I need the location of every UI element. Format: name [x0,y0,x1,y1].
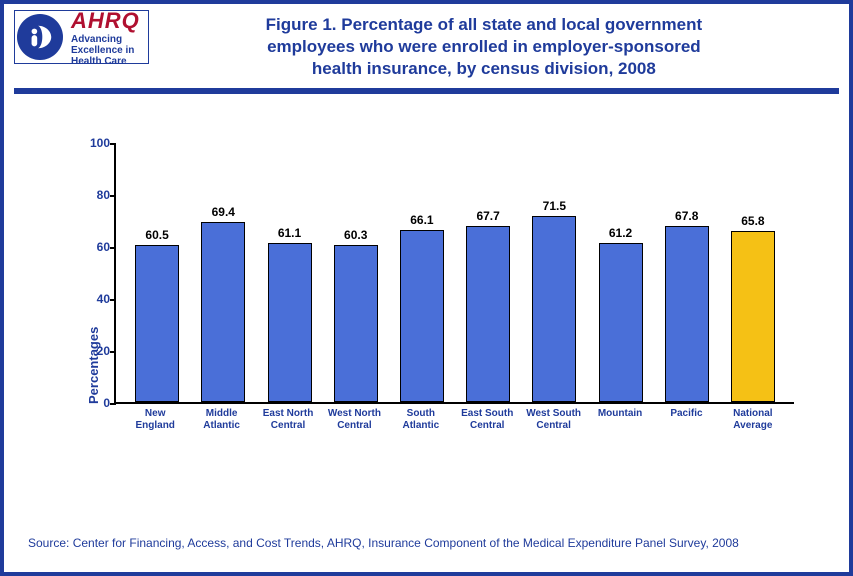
bar-chart: Percentages 60.5 69.4 61.1 60.3 66.1 67.7 71.5… [64,144,804,464]
bar [201,222,245,402]
bar-value-label: 61.1 [278,226,301,240]
figure-title: Figure 1. Percentage of all state and lo… [149,10,839,80]
x-axis-labels: NewEnglandMiddleAtlanticEast NorthCentra… [114,408,794,432]
x-tick-label: Pacific [653,408,719,432]
bar [334,245,378,402]
figure-frame: AHRQ Advancing Excellence in Health Care… [0,0,853,576]
title-line-2: employees who were enrolled in employer-… [159,36,809,58]
bar [135,245,179,402]
x-tick-label: West NorthCentral [321,408,387,432]
bar [268,243,312,402]
bar-value-label: 61.2 [609,226,632,240]
y-tick-mark [110,143,116,145]
ahrq-acronym: AHRQ [71,8,140,34]
y-tick-mark [110,351,116,353]
ahrq-tagline-1: Advancing [71,34,140,45]
bar-value-label: 67.7 [476,209,499,223]
bar-value-label: 60.5 [145,228,168,242]
bar-slot: 65.8 [720,144,786,402]
y-axis-label: Percentages [86,327,101,404]
bar-value-label: 60.3 [344,228,367,242]
x-tick-label: NewEngland [122,408,188,432]
ahrq-tagline-2: Excellence in [71,45,140,56]
bar [466,226,510,402]
bar-slot: 71.5 [521,144,587,402]
bar-value-label: 67.8 [675,209,698,223]
bars-container: 60.5 69.4 61.1 60.3 66.1 67.7 71.5 61.2 67.8 65.8 [116,144,794,402]
bar [532,216,576,402]
y-tick-label: 0 [76,396,110,410]
header: AHRQ Advancing Excellence in Health Care… [4,4,849,82]
y-tick-label: 20 [76,344,110,358]
y-tick-mark [110,403,116,405]
header-divider [14,88,839,94]
title-line-1: Figure 1. Percentage of all state and lo… [159,14,809,36]
bar-value-label: 71.5 [543,199,566,213]
y-tick-label: 100 [76,136,110,150]
title-line-3: health insurance, by census division, 20… [159,58,809,80]
bar [731,231,775,402]
y-tick-label: 80 [76,188,110,202]
y-tick-label: 40 [76,292,110,306]
bar-slot: 60.5 [124,144,190,402]
bar-slot: 60.3 [323,144,389,402]
bar-value-label: 65.8 [741,214,764,228]
y-tick-label: 60 [76,240,110,254]
x-tick-label: MiddleAtlantic [188,408,254,432]
hhs-seal-icon [17,14,63,60]
bar [400,230,444,402]
y-tick-mark [110,247,116,249]
bar-slot: 61.2 [587,144,653,402]
bar-slot: 66.1 [389,144,455,402]
x-tick-label: Mountain [587,408,653,432]
bar-slot: 61.1 [256,144,322,402]
bar-value-label: 66.1 [410,213,433,227]
bar-slot: 69.4 [190,144,256,402]
x-tick-label: NationalAverage [720,408,786,432]
bar [599,243,643,402]
bar [665,226,709,402]
y-tick-mark [110,299,116,301]
ahrq-tagline-3: Health Care [71,56,140,67]
x-tick-label: SouthAtlantic [388,408,454,432]
x-tick-label: West SouthCentral [520,408,586,432]
ahrq-logo-text: AHRQ Advancing Excellence in Health Care [67,8,146,67]
bar-value-label: 69.4 [212,205,235,219]
plot-area: 60.5 69.4 61.1 60.3 66.1 67.7 71.5 61.2 67.8 65.8… [114,144,794,404]
agency-logo: AHRQ Advancing Excellence in Health Care [14,10,149,64]
y-tick-mark [110,195,116,197]
bar-slot: 67.8 [654,144,720,402]
bar-slot: 67.7 [455,144,521,402]
x-tick-label: East SouthCentral [454,408,520,432]
x-tick-label: East NorthCentral [255,408,321,432]
source-caption: Source: Center for Financing, Access, an… [28,536,739,550]
